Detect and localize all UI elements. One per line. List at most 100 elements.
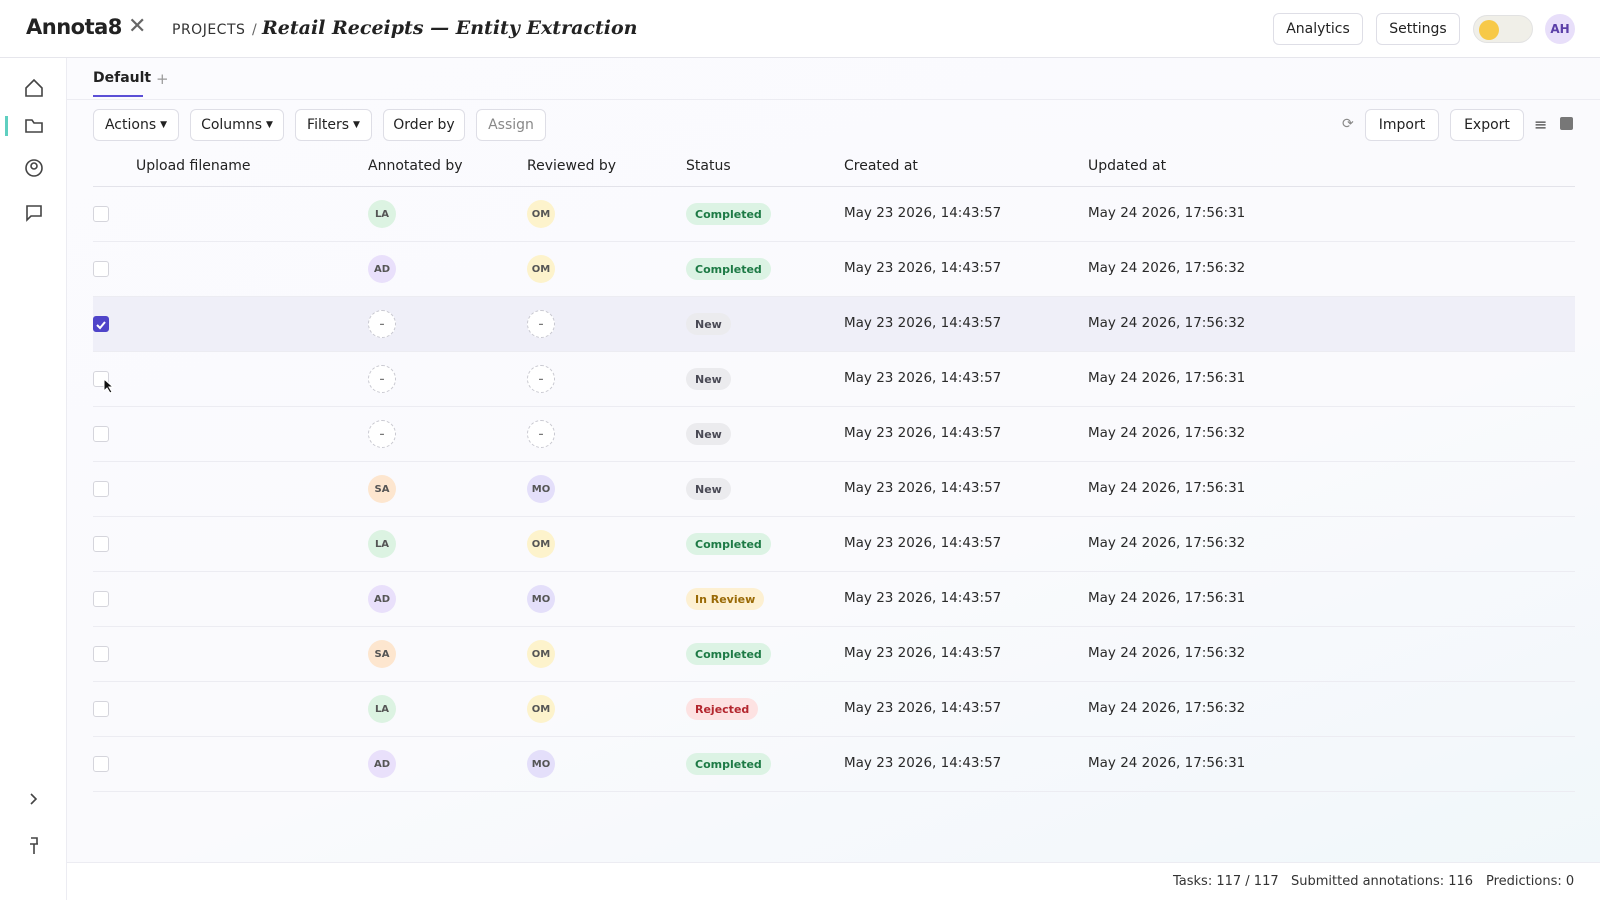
status-badge: New: [686, 478, 731, 500]
predictions-count: Predictions: 0: [1486, 874, 1575, 889]
table-row[interactable]: [93, 572, 1575, 627]
reviewer-avatar[interactable]: OM: [527, 530, 555, 558]
user-avatar[interactable]: AH: [1545, 14, 1575, 44]
row-checkbox[interactable]: [93, 646, 109, 662]
toolbar-button[interactable]: Order by: [383, 109, 465, 141]
expand-icon[interactable]: [30, 793, 38, 805]
column-header[interactable]: Annotated by: [368, 158, 463, 174]
logo[interactable]: Annota8: [26, 15, 122, 39]
reviewer-avatar[interactable]: MO: [527, 585, 555, 613]
created-at: May 23 2026, 14:43:57: [844, 700, 1002, 716]
toolbar-button[interactable]: Columns ▼: [190, 109, 284, 141]
close-button[interactable]: ✕: [128, 14, 147, 39]
tasks-count: Tasks: 117 / 117: [1173, 874, 1279, 889]
table-row[interactable]: [93, 187, 1575, 242]
annotator-avatar[interactable]: –: [368, 310, 396, 338]
projects-icon[interactable]: [25, 119, 43, 133]
dropdown-caret: ▼: [353, 120, 360, 130]
status-badge: Completed: [686, 643, 771, 665]
created-at: May 23 2026, 14:43:57: [844, 645, 1002, 661]
table-row[interactable]: [93, 352, 1575, 407]
toolbar-button[interactable]: Export: [1450, 109, 1524, 141]
row-checkbox[interactable]: [93, 591, 109, 607]
mouse-cursor: [103, 378, 115, 394]
reviewer-avatar[interactable]: –: [527, 310, 555, 338]
dropdown-caret: ▼: [266, 120, 273, 130]
reviewer-avatar[interactable]: MO: [527, 750, 555, 778]
breadcrumb[interactable]: PROJECTS: [172, 22, 246, 38]
list-view-icon[interactable]: ≡: [1534, 115, 1548, 134]
toolbar-button[interactable]: Actions ▼: [93, 109, 179, 141]
reviewer-avatar[interactable]: OM: [527, 200, 555, 228]
pin-icon[interactable]: [30, 837, 38, 854]
people-icon-head: [30, 162, 38, 170]
updated-at: May 24 2026, 17:56:31: [1088, 205, 1246, 221]
sidebar: [0, 58, 67, 900]
analytics-button[interactable]: Analytics: [1273, 13, 1363, 45]
row-checkbox[interactable]: [93, 316, 109, 332]
reviewer-avatar[interactable]: OM: [527, 695, 555, 723]
settings-button[interactable]: Settings: [1376, 13, 1460, 45]
reviewer-avatar[interactable]: MO: [527, 475, 555, 503]
annotator-avatar[interactable]: LA: [368, 695, 396, 723]
table-row[interactable]: [93, 682, 1575, 737]
row-checkbox[interactable]: [93, 426, 109, 442]
column-header[interactable]: Created at: [844, 158, 918, 174]
status-badge: New: [686, 313, 731, 335]
breadcrumb-separator: /: [252, 22, 257, 38]
refresh-icon[interactable]: ⟳: [1342, 116, 1354, 132]
reviewer-avatar[interactable]: OM: [527, 255, 555, 283]
column-header[interactable]: Status: [686, 158, 731, 174]
annotator-avatar[interactable]: SA: [368, 640, 396, 668]
reviewer-avatar[interactable]: –: [527, 420, 555, 448]
annotator-avatar[interactable]: SA: [368, 475, 396, 503]
home-icon[interactable]: [25, 78, 43, 97]
people-icon[interactable]: [25, 159, 43, 177]
check-mark: [96, 321, 106, 330]
table-row[interactable]: [93, 737, 1575, 792]
reviewer-avatar[interactable]: OM: [527, 640, 555, 668]
annotator-avatar[interactable]: AD: [368, 750, 396, 778]
table-row[interactable]: [93, 627, 1575, 682]
status-badge: Completed: [686, 753, 771, 775]
status-badge: New: [686, 423, 731, 445]
annotator-avatar[interactable]: –: [368, 420, 396, 448]
updated-at: May 24 2026, 17:56:32: [1088, 425, 1246, 441]
annotator-avatar[interactable]: LA: [368, 200, 396, 228]
created-at: May 23 2026, 14:43:57: [844, 315, 1002, 331]
tab-divider: [67, 99, 1600, 100]
grid-view-icon[interactable]: [1560, 117, 1573, 130]
table-row[interactable]: [93, 242, 1575, 297]
view-tab[interactable]: Default: [93, 70, 152, 86]
table-row[interactable]: [93, 517, 1575, 572]
row-checkbox[interactable]: [93, 756, 109, 772]
table-row[interactable]: [93, 297, 1575, 352]
created-at: May 23 2026, 14:43:57: [844, 205, 1002, 221]
toolbar-button[interactable]: Import: [1365, 109, 1439, 141]
row-checkbox[interactable]: [93, 261, 109, 277]
annotator-avatar[interactable]: AD: [368, 255, 396, 283]
row-checkbox[interactable]: [93, 701, 109, 717]
add-tab-button[interactable]: +: [156, 70, 169, 88]
toolbar-button[interactable]: Assign: [476, 109, 546, 141]
annotator-avatar[interactable]: –: [368, 365, 396, 393]
row-checkbox[interactable]: [93, 536, 109, 552]
row-checkbox[interactable]: [93, 206, 109, 222]
column-header[interactable]: Upload filename: [136, 158, 251, 174]
column-header[interactable]: Reviewed by: [527, 158, 617, 174]
sidebar-icons: [5, 78, 43, 854]
theme-toggle[interactable]: [1473, 15, 1533, 43]
row-checkbox[interactable]: [93, 481, 109, 497]
annotator-avatar[interactable]: AD: [368, 585, 396, 613]
updated-at: May 24 2026, 17:56:32: [1088, 315, 1246, 331]
toolbar-button[interactable]: Filters ▼: [295, 109, 372, 141]
column-header[interactable]: Updated at: [1088, 158, 1167, 174]
annotator-avatar[interactable]: LA: [368, 530, 396, 558]
table-row[interactable]: [93, 407, 1575, 462]
updated-at: May 24 2026, 17:56:32: [1088, 535, 1246, 551]
reviewer-avatar[interactable]: –: [527, 365, 555, 393]
table-row[interactable]: [93, 462, 1575, 517]
comments-icon[interactable]: [26, 205, 42, 222]
created-at: May 23 2026, 14:43:57: [844, 370, 1002, 386]
